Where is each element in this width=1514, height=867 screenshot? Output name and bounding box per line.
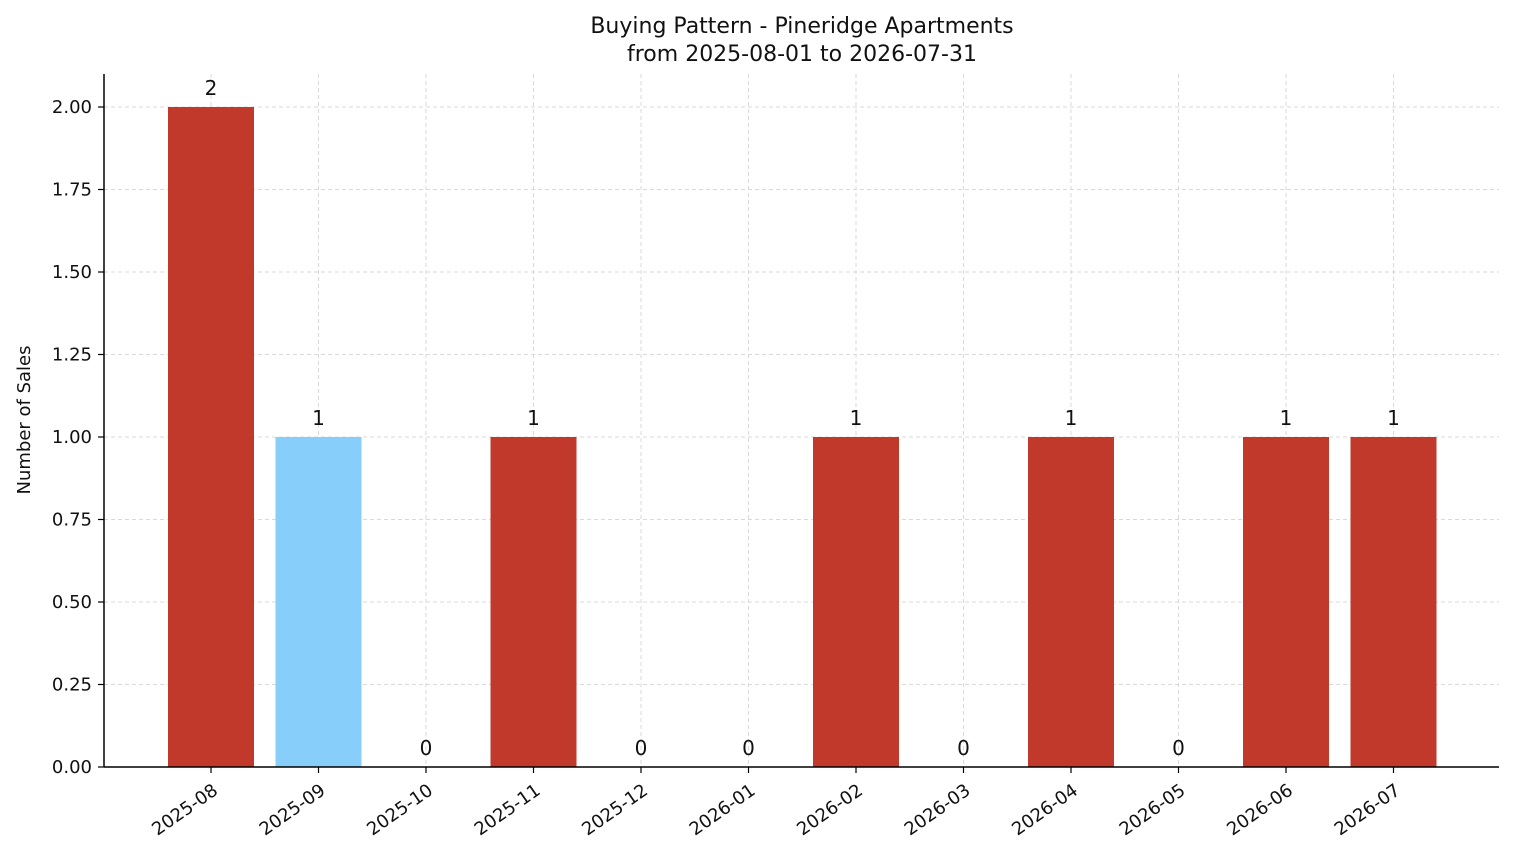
bar bbox=[490, 437, 577, 767]
data-label: 1 bbox=[1387, 406, 1400, 430]
bar bbox=[1243, 437, 1329, 767]
bars bbox=[168, 107, 1437, 767]
y-tick-label: 1.00 bbox=[52, 427, 92, 448]
y-axis-label: Number of Sales bbox=[14, 345, 35, 494]
x-tick-label: 2026-03 bbox=[901, 780, 975, 840]
data-label: 1 bbox=[1065, 406, 1078, 430]
y-tick-label: 0.50 bbox=[52, 592, 92, 613]
bar bbox=[813, 437, 899, 767]
data-label: 1 bbox=[1280, 406, 1293, 430]
x-tick-label: 2025-08 bbox=[148, 780, 222, 840]
x-tick-label: 2026-07 bbox=[1331, 780, 1405, 840]
data-label: 1 bbox=[527, 406, 540, 430]
x-tick-label: 2026-05 bbox=[1116, 780, 1190, 840]
x-ticks: 2025-08 2025-09 2025-10 2025-11 2025-12 2026-… bbox=[148, 767, 1404, 840]
data-label: 0 bbox=[635, 736, 648, 760]
x-tick-label: 2025-10 bbox=[363, 780, 437, 840]
data-label: 0 bbox=[420, 736, 433, 760]
x-tick-label: 2026-01 bbox=[686, 780, 760, 840]
data-label: 1 bbox=[312, 406, 325, 430]
bar bbox=[1350, 437, 1437, 767]
y-tick-label: 0.00 bbox=[52, 757, 92, 778]
x-tick-label: 2025-12 bbox=[578, 780, 652, 840]
chart-title: Buying Pattern - Pineridge Apartments bbox=[590, 14, 1013, 39]
bar bbox=[1028, 437, 1114, 767]
chart-subtitle: from 2025-08-01 to 2026-07-31 bbox=[627, 42, 977, 67]
x-tick-label: 2025-11 bbox=[471, 780, 545, 840]
bar bbox=[168, 107, 254, 767]
y-tick-label: 1.50 bbox=[52, 262, 92, 283]
x-tick-label: 2026-02 bbox=[793, 780, 867, 840]
y-tick-label: 0.75 bbox=[52, 510, 92, 531]
x-tick-label: 2026-06 bbox=[1223, 780, 1297, 840]
y-tick-label: 1.25 bbox=[52, 345, 92, 366]
y-tick-label: 1.75 bbox=[52, 180, 92, 201]
data-label: 2 bbox=[205, 76, 218, 100]
data-label: 1 bbox=[850, 406, 863, 430]
y-tick-label: 2.00 bbox=[52, 97, 92, 118]
data-label: 0 bbox=[1172, 736, 1185, 760]
x-tick-label: 2026-04 bbox=[1008, 780, 1082, 840]
y-ticks: 0.00 0.25 0.50 0.75 1.00 1.25 1.50 1.75 2.00 bbox=[52, 97, 104, 778]
grid-lines bbox=[104, 74, 1499, 768]
data-label: 0 bbox=[957, 736, 970, 760]
bar bbox=[275, 437, 362, 767]
y-tick-label: 0.25 bbox=[52, 675, 92, 696]
x-tick-label: 2025-09 bbox=[256, 780, 330, 840]
data-label: 0 bbox=[742, 736, 755, 760]
data-labels: 2 1 0 1 0 0 1 0 1 0 1 1 bbox=[205, 76, 1400, 760]
